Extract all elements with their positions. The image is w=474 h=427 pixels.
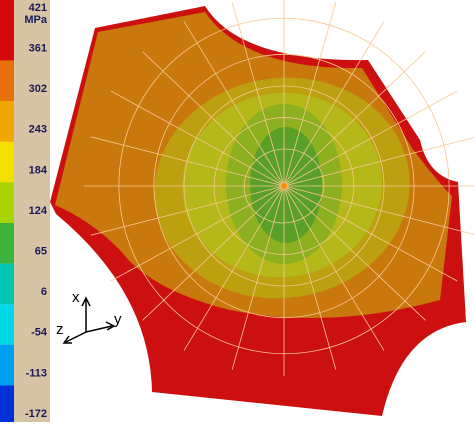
legend-band	[0, 0, 14, 61]
x-label: x	[72, 289, 80, 306]
legend-label: 65	[35, 246, 47, 258]
mesh-ring	[243, 148, 325, 224]
legend-unit: MPa	[24, 14, 48, 26]
z-label: z	[56, 321, 64, 338]
mesh-line	[142, 185, 285, 321]
mesh-line	[183, 185, 285, 351]
mesh-ring	[153, 54, 415, 318]
mesh	[84, 0, 474, 376]
legend-label: -172	[25, 408, 47, 420]
axis-triad	[62, 296, 116, 344]
legend-label: 243	[29, 124, 47, 136]
legend: 421 361 302 243 184 124 65 6 -54 -113 -172 MPa	[0, 0, 50, 422]
mesh-line	[283, 21, 385, 187]
legend-label: 6	[41, 286, 47, 298]
mesh-line	[283, 185, 337, 370]
y-arrow	[85, 325, 113, 333]
z-arrow	[65, 331, 87, 343]
legend-band	[0, 304, 14, 345]
legend-label: 184	[29, 164, 48, 176]
legend-label: 361	[29, 43, 47, 55]
legend-label: 302	[29, 83, 47, 95]
mesh-line	[283, 185, 385, 351]
y-label: y	[114, 311, 122, 328]
mesh-line	[283, 51, 426, 187]
center-node	[281, 183, 287, 189]
mesh-ring	[183, 85, 385, 287]
y-arrowhead	[105, 321, 116, 331]
mesh-line	[283, 185, 458, 282]
mesh-ring	[118, 17, 450, 355]
mesh-line	[110, 90, 285, 187]
legend-band	[0, 223, 14, 264]
legend-band	[0, 344, 14, 386]
legend-band	[0, 385, 14, 422]
legend-label: 124	[29, 205, 48, 217]
x-arrowhead	[81, 296, 91, 307]
mesh-line	[231, 185, 285, 370]
mesh-line	[142, 51, 285, 187]
legend-band	[0, 60, 14, 102]
mesh-line	[283, 90, 458, 187]
mesh-ring	[213, 117, 355, 255]
legend-label: -113	[26, 367, 47, 379]
mesh-line	[183, 21, 285, 187]
mesh-line	[110, 185, 285, 282]
legend-band	[0, 182, 14, 223]
mesh-line	[283, 2, 337, 187]
legend-label: 421	[29, 2, 47, 14]
legend-band	[0, 101, 14, 142]
model	[50, 0, 474, 416]
mesh-line	[231, 2, 285, 187]
mesh-line	[283, 185, 426, 321]
legend-band	[0, 263, 14, 305]
z-arrowhead	[62, 335, 72, 344]
legend-band	[0, 141, 14, 183]
legend-label: -54	[31, 327, 48, 339]
